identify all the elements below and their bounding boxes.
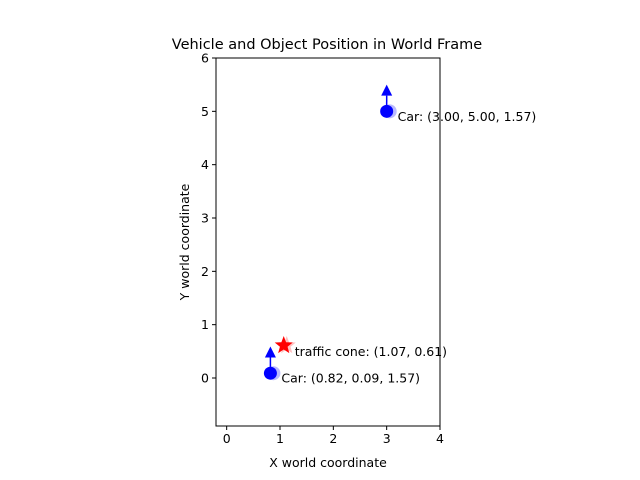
car-label: Car: (0.82, 0.09, 1.57) xyxy=(281,371,420,386)
chart-marks: Car: (0.82, 0.09, 1.57) Car: (3.00, 5.00,… xyxy=(263,84,537,386)
traffic-cone-label: traffic cone: (1.07, 0.61) xyxy=(295,344,447,359)
car-label: Car: (3.00, 5.00, 1.57) xyxy=(398,109,537,124)
chart-title: Vehicle and Object Position in World Fra… xyxy=(172,37,482,53)
car-heading-arrowhead xyxy=(264,346,276,358)
y-axis-label: Y world coordinate xyxy=(177,183,192,301)
car-marker xyxy=(380,104,394,118)
car-marker xyxy=(263,366,277,380)
traffic-cone-marker xyxy=(274,335,293,354)
y-tick-label: 2 xyxy=(201,264,209,279)
y-tick-label: 0 xyxy=(201,371,209,386)
x-tick-label: 2 xyxy=(329,431,337,446)
x-tick-label: 1 xyxy=(276,431,284,446)
y-tick-label: 4 xyxy=(201,157,209,172)
x-axis-ticks: 0 1 2 3 4 xyxy=(223,426,444,446)
x-axis-label: X world coordinate xyxy=(269,455,387,470)
y-tick-label: 1 xyxy=(201,317,209,332)
axes-frame xyxy=(215,57,441,427)
y-axis-ticks: 0 1 2 3 4 5 6 xyxy=(201,51,216,386)
x-tick-label: 4 xyxy=(436,431,444,446)
y-tick-label: 6 xyxy=(201,51,209,66)
y-tick-label: 5 xyxy=(201,104,209,119)
x-tick-label: 0 xyxy=(223,431,231,446)
car-heading-arrowhead xyxy=(381,84,393,96)
x-tick-label: 3 xyxy=(383,431,391,446)
y-tick-label: 3 xyxy=(201,211,209,226)
